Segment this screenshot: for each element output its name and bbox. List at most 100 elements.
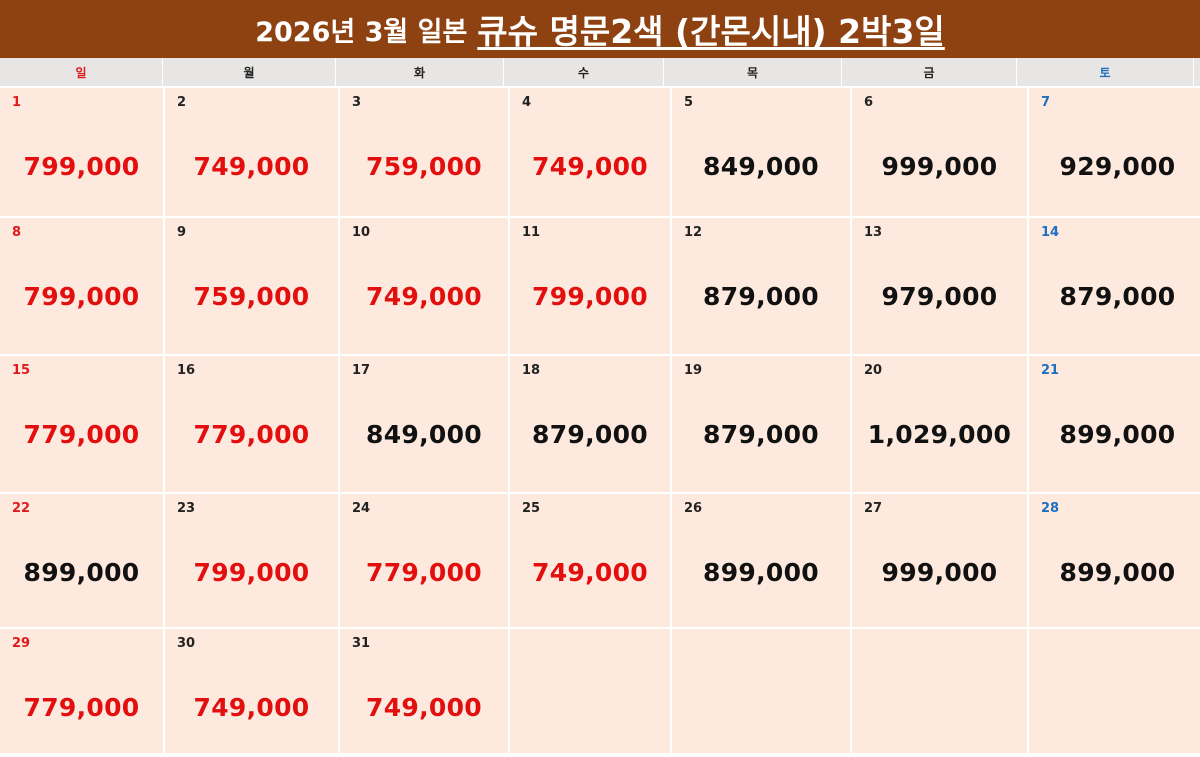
- calendar-day-cell[interactable]: 7 929,000: [1029, 88, 1200, 216]
- empty-cell: [1029, 629, 1200, 753]
- day-price: 759,000: [193, 282, 310, 311]
- day-number: 8: [12, 225, 22, 240]
- day-price: 749,000: [366, 282, 482, 311]
- calendar-day-cell[interactable]: 1 799,000: [0, 88, 163, 216]
- calendar-day-cell[interactable]: 22 899,000: [0, 494, 163, 627]
- day-number: 26: [684, 501, 703, 516]
- day-price: 849,000: [703, 152, 819, 181]
- day-price: 749,000: [193, 693, 310, 722]
- title-banner: 2026년 3월 일본 큐슈 명문2색 (간몬시내) 2박3일: [0, 0, 1200, 58]
- day-price: 779,000: [193, 420, 310, 449]
- calendar-day-cell[interactable]: 13 979,000: [852, 218, 1027, 354]
- day-price: 749,000: [532, 152, 648, 181]
- calendar-day-cell[interactable]: 5 849,000: [672, 88, 850, 216]
- day-price: 799,000: [532, 282, 648, 311]
- day-number: 27: [864, 501, 883, 516]
- calendar-day-cell[interactable]: 21 899,000: [1029, 356, 1200, 492]
- day-price: 899,000: [23, 558, 140, 587]
- weekday-label: 금: [842, 58, 1017, 86]
- calendar-day-cell[interactable]: 11 799,000: [510, 218, 670, 354]
- day-price: 899,000: [703, 558, 819, 587]
- day-number: 31: [352, 636, 371, 651]
- day-number: 17: [352, 363, 371, 378]
- day-price: 879,000: [1059, 282, 1176, 311]
- day-number: 6: [864, 95, 874, 110]
- calendar-day-cell[interactable]: 15 779,000: [0, 356, 163, 492]
- calendar-day-cell[interactable]: 25 749,000: [510, 494, 670, 627]
- day-number: 5: [684, 95, 694, 110]
- day-number: 20: [864, 363, 883, 378]
- day-price: 799,000: [23, 282, 140, 311]
- day-number: 2: [177, 95, 187, 110]
- day-number: 28: [1041, 501, 1060, 516]
- day-number: 22: [12, 501, 31, 516]
- weekday-label: 일: [0, 58, 163, 86]
- weekday-label: 수: [504, 58, 664, 86]
- day-price: 749,000: [366, 693, 482, 722]
- calendar-day-cell[interactable]: 2 749,000: [165, 88, 338, 216]
- calendar-day-cell[interactable]: 30 749,000: [165, 629, 338, 753]
- weekday-label: 화: [336, 58, 504, 86]
- day-price: 849,000: [366, 420, 482, 449]
- day-price: 779,000: [23, 693, 140, 722]
- day-number: 10: [352, 225, 371, 240]
- day-price: 779,000: [366, 558, 482, 587]
- calendar-day-cell[interactable]: 24 779,000: [340, 494, 508, 627]
- day-price: 979,000: [881, 282, 998, 311]
- day-price: 799,000: [193, 558, 310, 587]
- calendar-day-cell[interactable]: 16 779,000: [165, 356, 338, 492]
- calendar-day-cell[interactable]: 9 759,000: [165, 218, 338, 354]
- day-number: 13: [864, 225, 883, 240]
- day-price: 1,029,000: [867, 420, 1012, 449]
- calendar-day-cell[interactable]: 27 999,000: [852, 494, 1027, 627]
- calendar-day-cell[interactable]: 8 799,000: [0, 218, 163, 354]
- calendar-day-cell[interactable]: 3 759,000: [340, 88, 508, 216]
- day-number: 14: [1041, 225, 1060, 240]
- calendar-day-cell[interactable]: 6 999,000: [852, 88, 1027, 216]
- calendar-day-cell[interactable]: 10 749,000: [340, 218, 508, 354]
- day-number: 7: [1041, 95, 1051, 110]
- calendar-day-cell[interactable]: 26 899,000: [672, 494, 850, 627]
- day-number: 12: [684, 225, 703, 240]
- calendar-day-cell[interactable]: 31 749,000: [340, 629, 508, 753]
- day-number: 11: [522, 225, 541, 240]
- calendar-day-cell[interactable]: 14 879,000: [1029, 218, 1200, 354]
- empty-cell: [852, 629, 1027, 753]
- calendar-day-cell[interactable]: 4 749,000: [510, 88, 670, 216]
- day-number: 25: [522, 501, 541, 516]
- day-number: 15: [12, 363, 31, 378]
- title-tour-name: 큐슈 명문2색 (간몬시내) 2박3일: [477, 12, 945, 51]
- empty-cell: [672, 629, 850, 753]
- day-price: 899,000: [1059, 558, 1176, 587]
- day-number: 9: [177, 225, 187, 240]
- day-number: 4: [522, 95, 532, 110]
- calendar-day-cell[interactable]: 17 849,000: [340, 356, 508, 492]
- day-price: 749,000: [532, 558, 648, 587]
- day-price: 879,000: [703, 282, 819, 311]
- weekday-label: 목: [664, 58, 842, 86]
- day-number: 1: [12, 95, 22, 110]
- day-number: 3: [352, 95, 362, 110]
- calendar-day-cell[interactable]: 29 779,000: [0, 629, 163, 753]
- calendar-day-cell[interactable]: 23 799,000: [165, 494, 338, 627]
- day-number: 21: [1041, 363, 1060, 378]
- day-number: 24: [352, 501, 371, 516]
- calendar-day-cell[interactable]: 12 879,000: [672, 218, 850, 354]
- calendar-day-cell[interactable]: 20 1,029,000: [852, 356, 1027, 492]
- calendar-day-cell[interactable]: 18 879,000: [510, 356, 670, 492]
- calendar-day-cell[interactable]: 19 879,000: [672, 356, 850, 492]
- day-number: 19: [684, 363, 703, 378]
- day-price: 879,000: [703, 420, 819, 449]
- weekday-label: 토: [1017, 58, 1194, 86]
- day-price: 799,000: [23, 152, 140, 181]
- day-number: 29: [12, 636, 31, 651]
- day-price: 999,000: [881, 558, 998, 587]
- day-price: 999,000: [881, 152, 998, 181]
- day-price: 879,000: [532, 420, 648, 449]
- day-number: 23: [177, 501, 196, 516]
- weekday-label: 월: [163, 58, 336, 86]
- calendar-day-cell[interactable]: 28 899,000: [1029, 494, 1200, 627]
- day-price: 899,000: [1059, 420, 1176, 449]
- day-price: 929,000: [1059, 152, 1176, 181]
